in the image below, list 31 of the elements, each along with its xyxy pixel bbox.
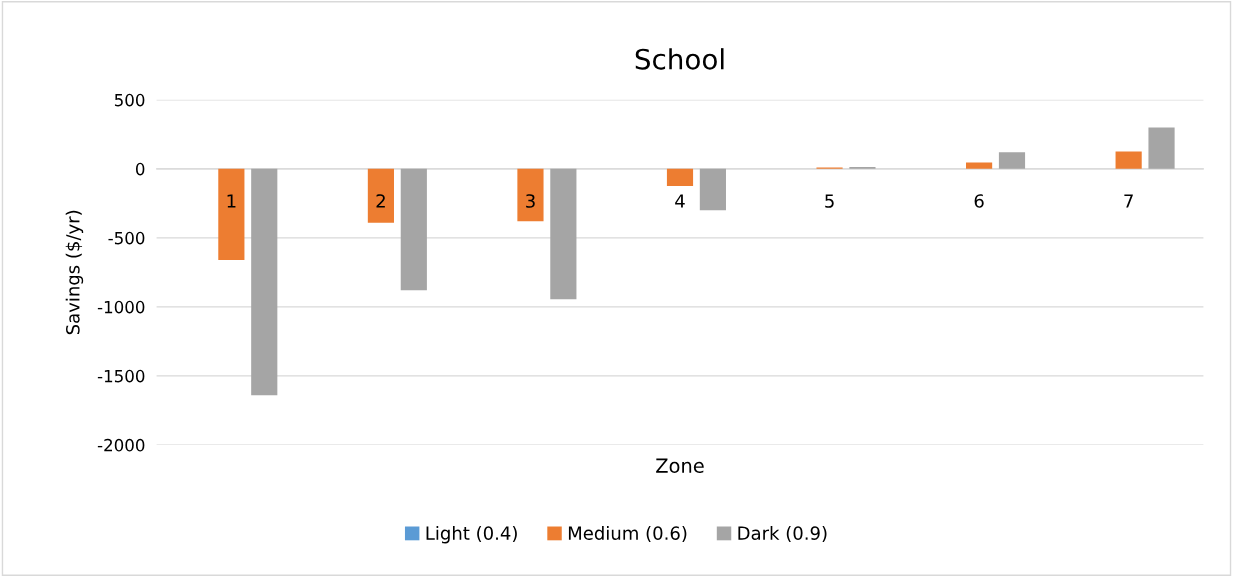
legend-label: Medium (0.6): [568, 525, 687, 543]
x-tick-label: 6: [974, 194, 984, 208]
x-tick-label: 4: [675, 194, 685, 208]
bar: [998, 152, 1026, 169]
x-tick-label: 2: [376, 194, 385, 208]
bar: [251, 168, 278, 396]
legend-label: Light (0.4): [426, 525, 517, 544]
y-axis-title: Savings ($/yr): [65, 210, 84, 335]
legend-label: Dark (0.9): [738, 525, 827, 543]
chart-title: School: [635, 48, 724, 70]
y-tick-label: -1500: [97, 369, 145, 383]
bar: [666, 168, 694, 187]
bar: [1148, 127, 1175, 169]
bar: [1115, 151, 1142, 169]
y-tick-label: 0: [135, 162, 145, 176]
x-tick-label: 1: [227, 194, 236, 208]
bar: [966, 162, 993, 169]
x-tick-label: 7: [1124, 194, 1133, 208]
bar: [218, 168, 245, 260]
bar: [367, 168, 394, 223]
x-axis-title: Zone: [656, 458, 704, 474]
y-tick-label: -1000: [97, 300, 145, 314]
bar: [400, 168, 427, 291]
y-tick-label: -500: [108, 231, 145, 245]
bar: [699, 168, 726, 211]
y-tick-label: 500: [114, 93, 145, 107]
bar: [550, 168, 577, 300]
y-tick-label: -2000: [97, 438, 145, 452]
bar: [517, 168, 544, 222]
x-tick-label: 5: [825, 194, 834, 208]
x-tick-label: 3: [526, 194, 535, 208]
